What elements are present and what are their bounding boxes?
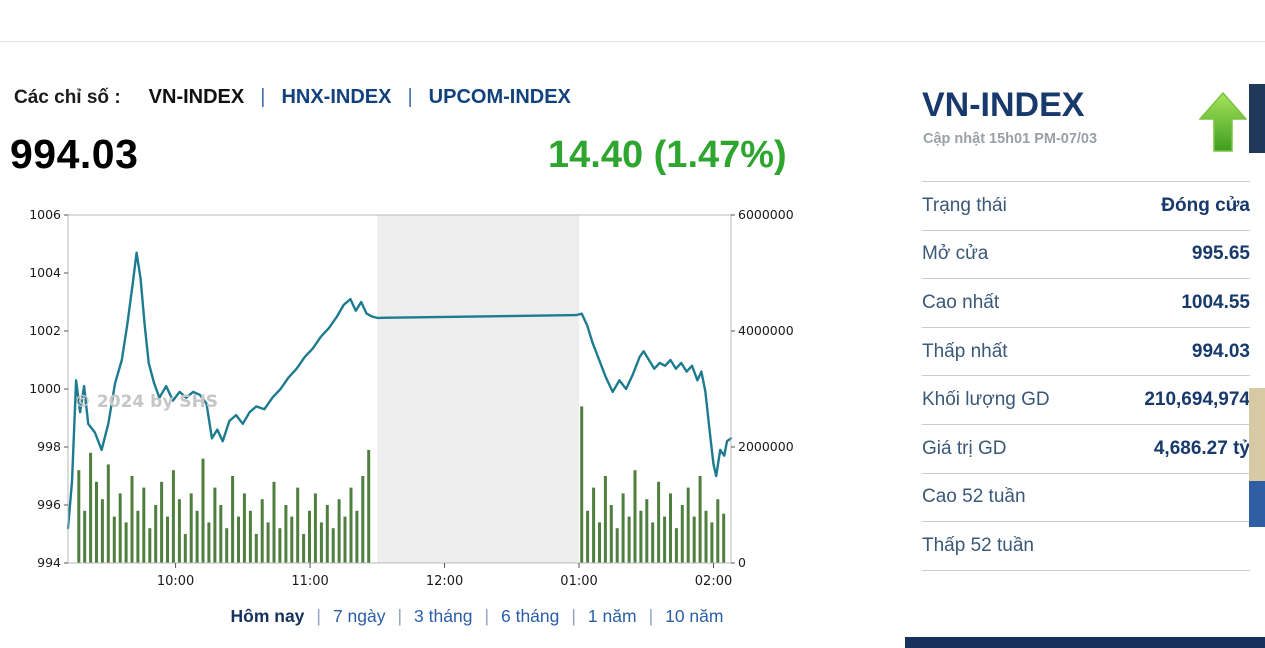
stat-value: 994.03: [1191, 340, 1250, 362]
svg-text:994: 994: [37, 555, 61, 570]
page-edge-fragment: [1249, 388, 1265, 481]
svg-text:11:00: 11:00: [291, 574, 328, 589]
table-row: Mở cửa 995.65: [922, 229, 1250, 279]
range-separator: |: [648, 606, 654, 626]
tab-vn-index[interactable]: VN-INDEX: [148, 86, 245, 108]
range-10y[interactable]: 10 năm: [665, 606, 724, 626]
svg-text:0: 0: [738, 555, 746, 570]
stat-label: Giá trị GD: [922, 437, 1007, 459]
range-selector: Hôm nay | 7 ngày | 3 tháng | 6 tháng | 1…: [127, 606, 827, 627]
svg-text:02:00: 02:00: [695, 574, 732, 589]
range-separator: |: [571, 606, 576, 626]
stat-label: Khối lượng GD: [922, 389, 1050, 411]
tab-hnx-index[interactable]: HNX-INDEX: [281, 86, 392, 108]
svg-text:996: 996: [37, 497, 61, 512]
svg-text:1004: 1004: [29, 265, 61, 280]
svg-text:© 2024 by SHS: © 2024 by SHS: [74, 392, 218, 412]
stat-label: Cao nhất: [922, 291, 1000, 313]
svg-text:998: 998: [37, 439, 61, 454]
summary-updated-timestamp: Cập nhật 15h01 PM-07/03: [923, 131, 1098, 147]
table-row: Giá trị GD 4,686.27 tỷ: [922, 423, 1250, 473]
tab-separator: |: [260, 86, 266, 108]
top-divider: [0, 41, 1265, 42]
range-today[interactable]: Hôm nay: [230, 606, 305, 626]
range-7d[interactable]: 7 ngày: [332, 606, 386, 626]
index-price: 994.03: [10, 131, 139, 177]
svg-text:4000000: 4000000: [738, 323, 794, 338]
svg-text:1000: 1000: [29, 381, 61, 396]
range-separator: |: [397, 606, 403, 626]
summary-stats-table: Trạng thái Đóng cửa Mở cửa 995.65 Cao nh…: [922, 181, 1250, 571]
table-row: Khối lượng GD 210,694,974: [922, 375, 1250, 424]
svg-text:1002: 1002: [29, 323, 61, 338]
range-6m[interactable]: 6 tháng: [500, 606, 560, 626]
table-row: Cao nhất 1004.55: [922, 278, 1250, 327]
stat-label: Thấp nhất: [922, 340, 1008, 362]
range-3m[interactable]: 3 tháng: [414, 606, 473, 626]
page-edge-fragment: [1249, 481, 1265, 527]
table-row: Thấp 52 tuần: [922, 521, 1250, 570]
tab-separator: |: [407, 86, 413, 108]
index-change: 14.40 (1.47%): [548, 134, 787, 176]
indices-bar: Các chỉ số : VN-INDEX | HNX-INDEX | UPCO…: [14, 86, 571, 109]
range-separator: |: [316, 606, 321, 626]
summary-title: VN-INDEX: [922, 86, 1085, 124]
svg-text:1006: 1006: [29, 207, 61, 222]
stat-label: Cao 52 tuần: [922, 486, 1026, 508]
svg-text:6000000: 6000000: [738, 207, 794, 222]
page-edge-fragment: [1249, 84, 1265, 153]
tab-upcom-index[interactable]: UPCOM-INDEX: [428, 86, 571, 108]
price-volume-chart[interactable]: 1006 1004 1002 1000 998 996 994 6000000 4000000 2…: [20, 207, 820, 599]
table-row: Trạng thái Đóng cửa: [922, 181, 1250, 230]
chart-canvas[interactable]: 1006 1004 1002 1000 998 996 994 6000000 4000000 2…: [20, 207, 820, 599]
table-row: Thấp nhất 994.03: [922, 326, 1250, 376]
indices-bar-label: Các chỉ số :: [14, 87, 121, 108]
stat-label: Thấp 52 tuần: [922, 534, 1034, 556]
stat-label: Trạng thái: [922, 194, 1007, 216]
range-1y[interactable]: 1 năm: [587, 606, 637, 626]
svg-text:10:00: 10:00: [157, 574, 194, 589]
svg-text:01:00: 01:00: [560, 574, 597, 589]
stat-label: Mở cửa: [922, 243, 989, 265]
stat-value: 1004.55: [1181, 291, 1250, 313]
stat-value: Đóng cửa: [1161, 194, 1250, 216]
stat-value: 4,686.27 tỷ: [1153, 437, 1250, 459]
stat-value: 995.65: [1191, 243, 1250, 265]
up-arrow-icon: [1198, 91, 1248, 152]
svg-text:12:00: 12:00: [426, 574, 463, 589]
page-edge-fragment: [905, 637, 1265, 648]
stat-value: 210,694,974: [1144, 389, 1250, 411]
svg-text:2000000: 2000000: [738, 439, 794, 454]
table-row: Cao 52 tuần: [922, 472, 1250, 522]
range-separator: |: [484, 606, 489, 626]
